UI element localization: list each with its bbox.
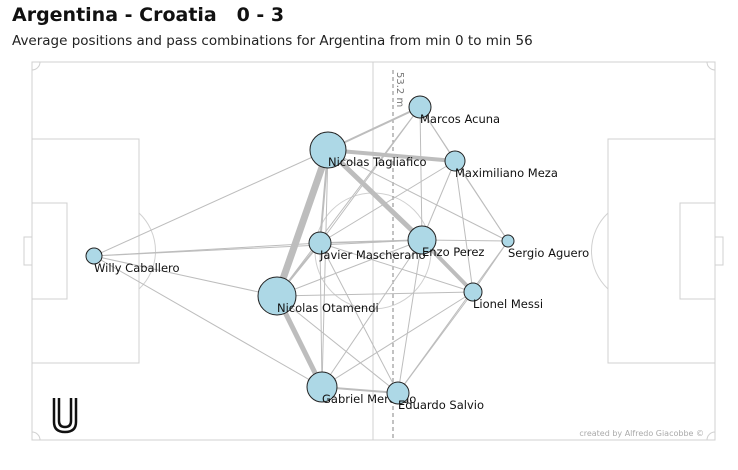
player-dot xyxy=(444,150,466,172)
pass-link-mascherano-meza xyxy=(319,160,456,244)
pass-link-caballero-tagliafico xyxy=(93,149,329,257)
player-dot xyxy=(463,282,483,302)
player-dot xyxy=(309,131,347,169)
player-label: Marcos Acuna xyxy=(420,112,500,126)
player-node-perez: Enzo Perez xyxy=(407,225,484,259)
page-subtitle: Average positions and pass combinations … xyxy=(12,33,533,49)
credit-text: created by Alfredo Giacobbe © xyxy=(579,429,704,438)
pass-link-tagliafico-messi xyxy=(327,149,474,293)
corner-arc xyxy=(31,61,41,71)
player-node-caballero: Willy Caballero xyxy=(85,247,180,275)
right-penalty-area xyxy=(607,138,716,364)
player-node-acuna: Marcos Acuna xyxy=(408,95,500,126)
player-node-salvio: Eduardo Salvio xyxy=(386,381,484,412)
player-label: Enzo Perez xyxy=(422,245,484,259)
pass-link-tagliafico-aguero xyxy=(327,149,509,242)
corner-arc xyxy=(31,431,41,441)
player-node-aguero: Sergio Aguero xyxy=(501,234,589,260)
player-dot xyxy=(257,276,297,316)
player-dot xyxy=(501,234,515,248)
player-node-messi: Lionel Messi xyxy=(463,282,543,311)
pass-link-mercado-perez xyxy=(321,239,423,388)
pass-link-tagliafico-meza xyxy=(326,148,457,163)
left-penalty-area xyxy=(31,138,140,364)
pass-link-salvio-aguero xyxy=(397,240,509,394)
page-title: Argentina - Croatia 0 - 3 xyxy=(12,4,285,26)
players: Willy Caballero Nicolas Otamendi Nicolas T… xyxy=(85,95,589,412)
corner-arc xyxy=(706,431,716,441)
pass-link-meza-messi xyxy=(454,160,474,293)
average-line: 53.2 m xyxy=(392,70,405,440)
brand-logo-icon xyxy=(52,398,78,434)
average-line-label: 53.2 m xyxy=(394,72,405,107)
left-goal-area xyxy=(31,202,68,300)
player-dot xyxy=(306,371,338,403)
right-goal xyxy=(714,236,724,266)
player-node-tagliafico: Nicolas Tagliafico xyxy=(309,131,427,169)
pass-link-otamendi-messi xyxy=(276,291,474,297)
pass-link-mascherano-salvio xyxy=(319,242,399,394)
player-dot xyxy=(408,95,432,119)
pass-link-tagliafico-mercado xyxy=(321,149,329,388)
pass-link-mascherano-messi xyxy=(319,242,474,293)
right-penalty-arc xyxy=(591,212,609,290)
player-label: Javier Mascherano xyxy=(319,248,426,262)
player-node-otamendi: Nicolas Otamendi xyxy=(257,276,379,316)
pass-link-otamendi-perez xyxy=(276,239,423,297)
pass-link-perez-salvio xyxy=(397,239,423,394)
player-label: Sergio Aguero xyxy=(508,246,589,260)
player-dot xyxy=(386,381,410,405)
pass-link-mercado-messi xyxy=(321,291,474,388)
player-node-meza: Maximiliano Meza xyxy=(444,150,558,180)
pass-link-mascherano-acuna xyxy=(319,106,421,244)
right-goal-area xyxy=(679,202,716,300)
pass-link-perez-acuna xyxy=(419,106,423,241)
player-label: Willy Caballero xyxy=(94,261,180,275)
player-label: Eduardo Salvio xyxy=(398,398,484,412)
player-label: Maximiliano Meza xyxy=(455,166,558,180)
left-penalty-arc xyxy=(138,212,156,290)
pass-link-caballero-otamendi xyxy=(93,255,278,297)
pass-link-acuna-aguero xyxy=(419,106,509,242)
player-label: Lionel Messi xyxy=(473,297,543,311)
left-goal xyxy=(23,236,33,266)
corner-arc xyxy=(706,61,716,71)
player-label: Nicolas Otamendi xyxy=(277,301,379,315)
player-dot xyxy=(407,225,437,255)
pass-link-otamendi-acuna xyxy=(276,106,421,297)
player-label: Nicolas Tagliafico xyxy=(328,155,427,169)
pass-link-caballero-mercado xyxy=(93,255,323,388)
pass-link-otamendi-salvio xyxy=(276,295,399,394)
player-dot xyxy=(308,231,332,255)
pass-link-caballero-perez xyxy=(93,239,423,257)
pass-link-mercado-mascherano xyxy=(319,242,323,388)
player-node-mascherano: Javier Mascherano xyxy=(308,231,426,262)
player-dot xyxy=(85,247,103,265)
pass-link-otamendi-tagliafico xyxy=(273,146,332,300)
